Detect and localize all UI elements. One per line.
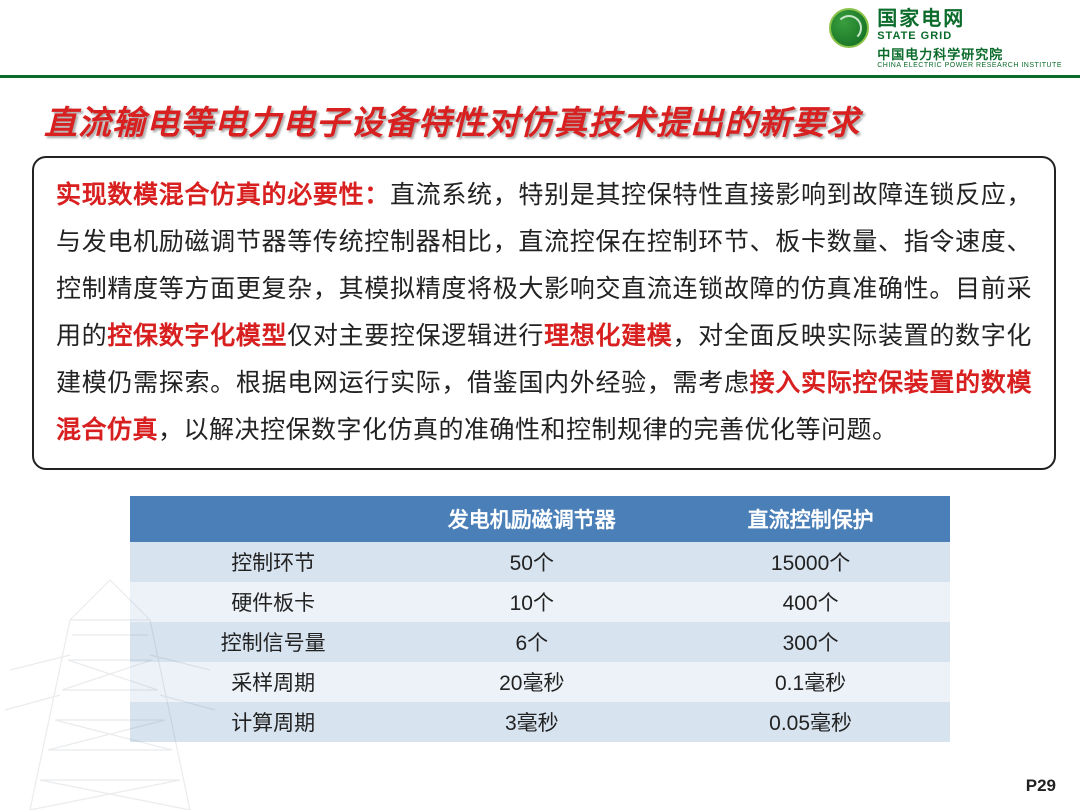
cell: 0.05毫秒: [671, 702, 950, 742]
para-seg-4: 仅对主要控保逻辑进行: [287, 322, 544, 350]
logo-en: STATE GRID: [877, 30, 1062, 42]
hl-necessity: 实现数模混合仿真的必要性：: [56, 181, 390, 209]
logo-text: 国家电网 STATE GRID 中国电力科学研究院 CHINA ELECTRIC…: [877, 8, 1062, 70]
table-row: 控制环节 50个 15000个: [130, 542, 950, 582]
table-row: 控制信号量 6个 300个: [130, 622, 950, 662]
cell: 50个: [392, 542, 671, 582]
table-row: 采样周期 20毫秒 0.1毫秒: [130, 662, 950, 702]
page-number: P29: [1026, 776, 1056, 796]
para-seg-8: ，以解决控保数字化仿真的准确性和控制规律的完善优化等问题。: [158, 416, 898, 444]
cell: 控制环节: [130, 542, 392, 582]
cell: 400个: [671, 582, 950, 622]
logo-icon: [829, 8, 869, 48]
table-header-row: 发电机励磁调节器 直流控制保护: [130, 496, 950, 542]
content-box: 实现数模混合仿真的必要性：直流系统，特别是其控保特性直接影响到故障连锁反应，与发…: [32, 156, 1056, 470]
main-paragraph: 实现数模混合仿真的必要性：直流系统，特别是其控保特性直接影响到故障连锁反应，与发…: [56, 172, 1032, 454]
th-generator: 发电机励磁调节器: [392, 496, 671, 542]
comparison-table: 发电机励磁调节器 直流控制保护 控制环节 50个 15000个 硬件板卡 10个…: [130, 496, 950, 742]
cell: 300个: [671, 622, 950, 662]
header: 国家电网 STATE GRID 中国电力科学研究院 CHINA ELECTRIC…: [0, 0, 1080, 78]
cell: 0.1毫秒: [671, 662, 950, 702]
th-blank: [130, 496, 392, 542]
hl-digital-model: 控保数字化模型: [107, 322, 287, 350]
table-row: 计算周期 3毫秒 0.05毫秒: [130, 702, 950, 742]
logo-sub-cn: 中国电力科学研究院: [877, 48, 1062, 62]
cell: 计算周期: [130, 702, 392, 742]
cell: 3毫秒: [392, 702, 671, 742]
th-dc-control: 直流控制保护: [671, 496, 950, 542]
cell: 20毫秒: [392, 662, 671, 702]
cell: 采样周期: [130, 662, 392, 702]
cell: 控制信号量: [130, 622, 392, 662]
cell: 10个: [392, 582, 671, 622]
header-divider: [0, 75, 1080, 78]
brand-logo: 国家电网 STATE GRID 中国电力科学研究院 CHINA ELECTRIC…: [829, 8, 1062, 70]
cell: 硬件板卡: [130, 582, 392, 622]
hl-ideal-model: 理想化建模: [544, 322, 672, 350]
logo-cn: 国家电网: [877, 8, 1062, 30]
cell: 6个: [392, 622, 671, 662]
cell: 15000个: [671, 542, 950, 582]
logo-sub-en: CHINA ELECTRIC POWER RESEARCH INSTITUTE: [877, 62, 1062, 70]
slide-title: 直流输电等电力电子设备特性对仿真技术提出的新要求: [44, 96, 1080, 144]
table-row: 硬件板卡 10个 400个: [130, 582, 950, 622]
